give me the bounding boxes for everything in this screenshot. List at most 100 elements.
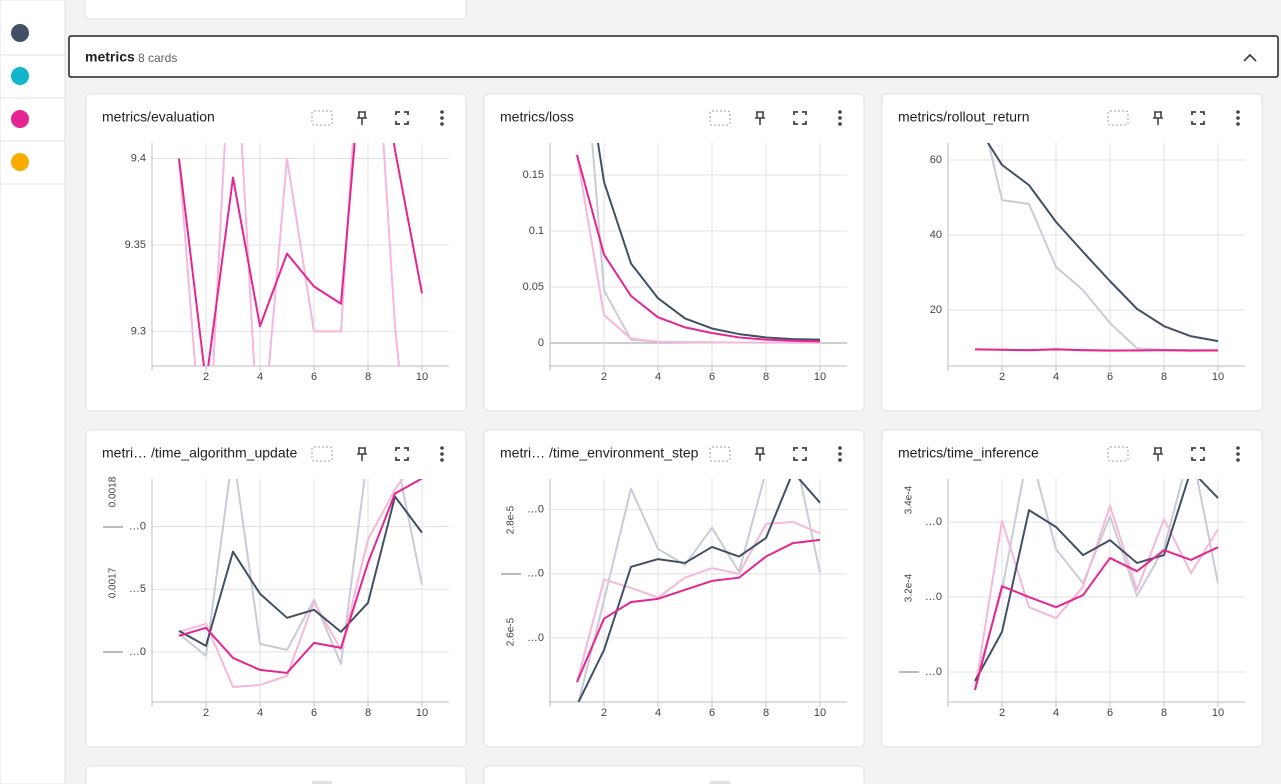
x-tick-label: 2 — [601, 707, 607, 719]
series-line — [974, 479, 1219, 684]
pin-icon[interactable] — [755, 111, 765, 125]
menu-dot[interactable] — [838, 458, 842, 462]
y-tick-label: 0.1 — [529, 225, 544, 237]
menu-dot[interactable] — [440, 110, 444, 114]
y-tick-label: 9.4 — [131, 152, 146, 164]
y-tick-prefix: 3.4e-4 — [904, 485, 915, 514]
x-tick-label: 10 — [416, 707, 428, 719]
card — [483, 429, 865, 748]
card-title: metri… /time_algorithm_update — [102, 445, 298, 461]
menu-dot[interactable] — [1236, 122, 1240, 126]
series-line — [986, 143, 1219, 343]
toggle-log-icon[interactable] — [311, 446, 333, 462]
x-tick-label: 4 — [1053, 707, 1059, 719]
y-tick-label: 20 — [930, 304, 942, 316]
y-tick-label: …0 — [925, 591, 942, 603]
series-line — [178, 479, 404, 688]
fullscreen-icon[interactable] — [793, 111, 807, 125]
collapse-icon[interactable] — [1243, 53, 1257, 62]
pin-icon[interactable] — [357, 111, 367, 125]
series-line — [178, 479, 423, 674]
toggle-log-icon[interactable] — [1107, 446, 1129, 462]
x-tick-label: 8 — [763, 707, 769, 719]
y-tick-label: …5 — [129, 583, 146, 595]
series-line — [576, 520, 821, 683]
menu-dot[interactable] — [838, 452, 842, 456]
menu-dot[interactable] — [1236, 116, 1240, 120]
fullscreen-icon[interactable] — [1191, 111, 1205, 125]
series-line — [974, 546, 1219, 691]
menu-dot[interactable] — [838, 110, 842, 114]
run-color — [11, 110, 29, 128]
menu-dot[interactable] — [440, 458, 444, 462]
icon[interactable] — [710, 781, 730, 784]
menu-dot[interactable] — [440, 452, 444, 456]
fullscreen-icon[interactable] — [395, 447, 409, 461]
menu-dot[interactable] — [1236, 458, 1240, 462]
previous-card — [84, 0, 467, 20]
menu-dot[interactable] — [838, 446, 842, 450]
y-tick-prefix: 0.0018 — [108, 476, 119, 507]
group-header[interactable] — [68, 35, 1279, 78]
menu-dot[interactable] — [1236, 110, 1240, 114]
menu-dot[interactable] — [838, 116, 842, 120]
series-line — [577, 479, 821, 702]
card — [483, 93, 865, 412]
plot — [576, 143, 821, 344]
y-tick-label: 0.05 — [523, 281, 544, 293]
y-tick-label: …0 — [925, 666, 942, 678]
x-tick-label: 10 — [814, 371, 826, 383]
card-title: metrics/evaluation — [102, 109, 215, 125]
x-tick-label: 8 — [763, 371, 769, 383]
toggle-log-icon[interactable] — [709, 110, 731, 126]
x-tick-label: 6 — [311, 707, 317, 719]
icon[interactable] — [312, 781, 332, 784]
card-title: metrics/time_inference — [898, 445, 1039, 461]
menu-dot[interactable] — [440, 116, 444, 120]
fullscreen-icon[interactable] — [1191, 447, 1205, 461]
card — [85, 765, 467, 784]
series-line — [576, 154, 821, 343]
card-title: metri… /time_environment_step — [500, 445, 699, 461]
plot — [974, 479, 1219, 691]
toggle-log-icon[interactable] — [1107, 110, 1129, 126]
fullscreen-icon[interactable] — [793, 447, 807, 461]
fullscreen-icon[interactable] — [395, 111, 409, 125]
x-tick-label: 2 — [999, 707, 1005, 719]
series-line — [178, 479, 423, 665]
menu-dot[interactable] — [838, 122, 842, 126]
menu-dot[interactable] — [440, 446, 444, 450]
pin-icon[interactable] — [1153, 447, 1163, 461]
x-tick-label: 6 — [1107, 371, 1113, 383]
menu-dot[interactable] — [1236, 446, 1240, 450]
card-title: metrics/rollout_return — [898, 109, 1030, 125]
x-tick-label: 10 — [416, 371, 428, 383]
pin-icon[interactable] — [357, 447, 367, 461]
menu-dot[interactable] — [440, 122, 444, 126]
y-tick-prefix: 3.2e-4 — [904, 573, 915, 602]
series-line — [596, 143, 821, 341]
series-line — [178, 143, 401, 366]
card — [881, 93, 1263, 412]
pin-icon[interactable] — [1153, 111, 1163, 125]
x-tick-label: 4 — [257, 707, 263, 719]
menu-dot[interactable] — [1236, 452, 1240, 456]
pin-icon[interactable] — [755, 447, 765, 461]
x-tick-label: 6 — [311, 371, 317, 383]
runs-sidebar — [0, 0, 66, 784]
x-tick-label: 8 — [1161, 371, 1167, 383]
x-tick-label: 10 — [814, 707, 826, 719]
group-title: metrics — [85, 49, 135, 65]
x-tick-label: 10 — [1212, 371, 1224, 383]
y-tick-label: 9.3 — [131, 325, 146, 337]
plot — [576, 479, 821, 702]
toggle-log-icon[interactable] — [709, 446, 731, 462]
x-tick-label: 2 — [203, 371, 209, 383]
series-line — [576, 538, 821, 683]
toggle-log-icon[interactable] — [311, 110, 333, 126]
run-color — [11, 24, 29, 42]
series-line — [178, 143, 423, 366]
x-tick-label: 2 — [999, 371, 1005, 383]
